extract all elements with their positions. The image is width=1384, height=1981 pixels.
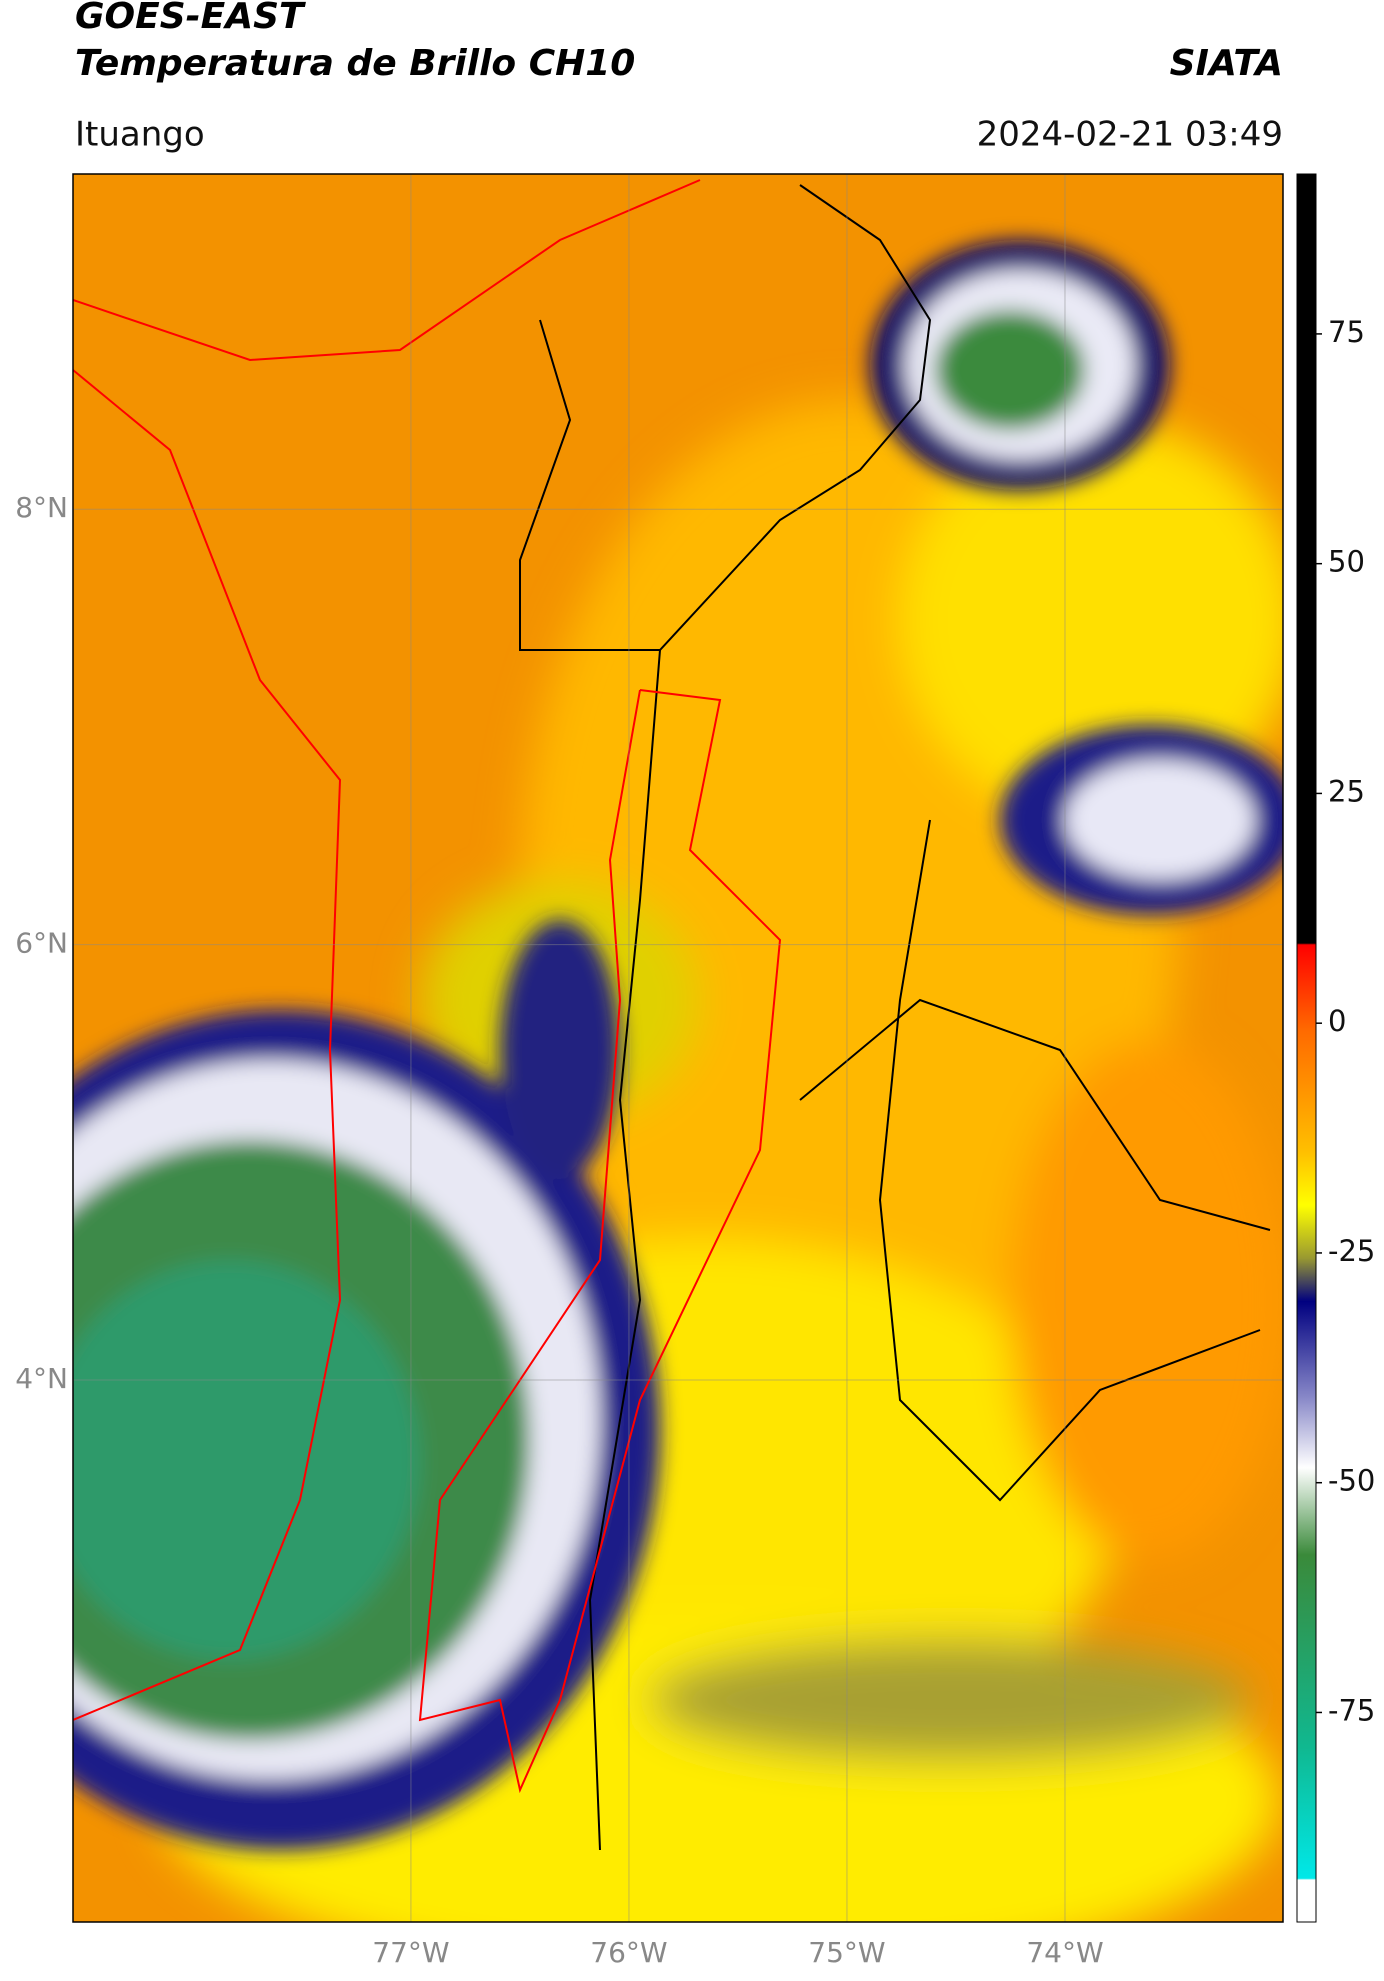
lon-label: 75°W	[808, 1936, 885, 1969]
lat-label: 8°N	[15, 491, 68, 524]
colorbar-tick-label: -25	[1328, 1234, 1375, 1268]
subtitle: Temperatura de Brillo CH10	[75, 43, 635, 84]
source: SIATA	[1170, 43, 1283, 84]
location: Ituango	[75, 115, 205, 155]
colorbar	[1296, 173, 1317, 1923]
timestamp: 2024-02-21 03:49	[977, 115, 1283, 155]
satellite-image	[73, 174, 1283, 1922]
graticule	[73, 174, 1283, 1922]
colorbar-tick-label: -75	[1328, 1693, 1375, 1727]
lon-label: 76°W	[590, 1936, 667, 1969]
colorbar-tick-label: 75	[1328, 315, 1365, 349]
colorbar-tick-label: 25	[1328, 774, 1365, 808]
lon-label: 77°W	[372, 1936, 449, 1969]
lon-label: 74°W	[1026, 1936, 1103, 1969]
map-frame	[72, 173, 1284, 1923]
title: GOES-EAST	[75, 0, 306, 37]
colorbar-tick-label: 0	[1328, 1004, 1346, 1038]
colorbar-tick-label: -50	[1328, 1464, 1375, 1498]
lat-label: 4°N	[15, 1362, 68, 1395]
lat-label: 6°N	[15, 927, 68, 960]
colorbar-tick-label: 50	[1328, 545, 1365, 579]
